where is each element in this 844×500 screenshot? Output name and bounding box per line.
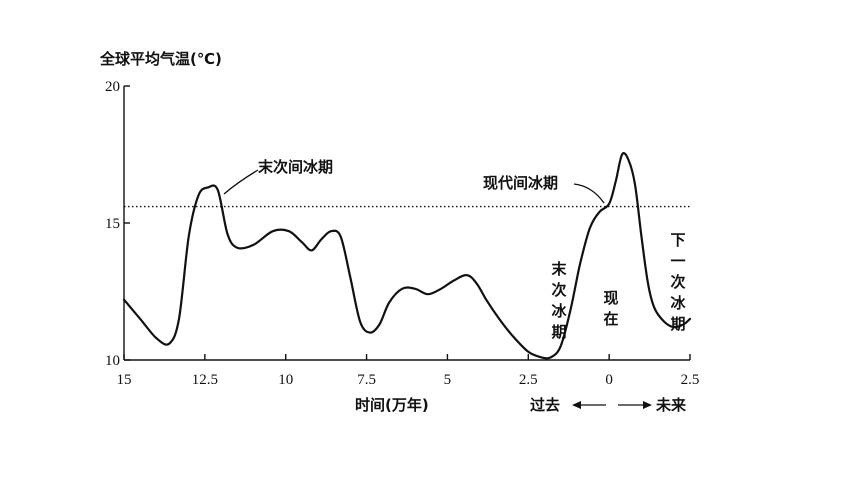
x-tick-label: 7.5 <box>357 372 376 388</box>
y-tick-label: 10 <box>105 353 120 369</box>
annotation-char: 下 <box>670 231 685 249</box>
x-tick-label: 10 <box>278 372 293 388</box>
x-tick-label: 12.5 <box>192 372 218 388</box>
annotation-char: 现 <box>603 289 618 307</box>
leader-last-interglacial <box>223 169 259 195</box>
leader-modern-interglacial <box>573 183 605 204</box>
annotation-char: 冰 <box>551 302 567 320</box>
y-tick-label: 15 <box>105 216 120 232</box>
y-axis-label: 全球平均气温(℃) <box>99 50 222 68</box>
annotation-char: 冰 <box>670 294 686 312</box>
temperature-series-line <box>122 151 692 360</box>
annotation-char: 次 <box>551 281 566 299</box>
x-future-label: 未来 <box>655 396 687 414</box>
x-axis-label: 时间(万年) <box>355 396 429 414</box>
annotation-last-interglacial: 末次间冰期 <box>258 158 333 176</box>
annotation-char: 一 <box>670 252 685 270</box>
annotation-char: 末 <box>551 260 567 278</box>
annotation-modern-interglacial: 现代间冰期 <box>483 174 558 192</box>
past-arrow <box>572 401 606 409</box>
annotation-char: 次 <box>670 273 685 291</box>
x-tick-label: 5 <box>444 372 452 388</box>
x-tick-group: 15 12.5 10 7.5 5 2.5 0 2.5 <box>117 354 700 388</box>
y-tick-label: 20 <box>105 79 120 95</box>
x-tick-label: 2.5 <box>681 372 700 388</box>
annotation-char: 期 <box>670 315 685 333</box>
x-past-label: 过去 <box>530 396 560 414</box>
annotation-present: 现在 <box>603 289 618 328</box>
y-tick-group: 10 15 20 <box>105 79 130 369</box>
x-tick-label: 2.5 <box>519 372 538 388</box>
x-tick-label: 15 <box>117 372 132 388</box>
x-tick-label: 0 <box>605 372 613 388</box>
annotation-char: 在 <box>603 310 618 328</box>
annotation-char: 期 <box>551 323 566 341</box>
future-arrow <box>618 401 652 409</box>
